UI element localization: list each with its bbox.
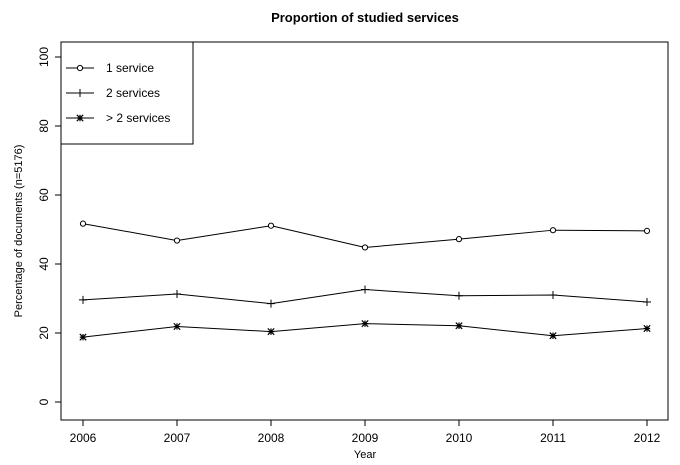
axes: 2006 2007 2008 2009 2010 2011 2012 0 20 40 60 80 100 [37,47,661,445]
x-tick-label-2012: 2012 [634,431,661,445]
data-point-3-2012 [643,324,651,333]
legend-label-3: > 2 services [106,111,170,125]
series-3 [79,320,651,341]
y-tick-label-100: 100 [37,47,51,67]
y-axis-label: Percentage of documents (n=5176) [13,145,25,318]
data-point-1-2009 [361,244,369,251]
legend-marker-3 [76,114,84,122]
legend-marker-2 [76,89,84,97]
data-point-3-2007 [173,322,181,331]
x-tick-label-2009: 2009 [352,431,379,445]
data-point-3-2006 [79,333,87,341]
data-point-1-2006 [79,220,87,227]
data-point-2-2007 [173,290,181,299]
series-1 [79,220,651,251]
x-tick-label-2011: 2011 [540,431,566,445]
x-tick-label-2010: 2010 [446,431,473,445]
data-point-1-2011 [549,227,557,234]
series-line-2 [82,289,648,305]
legend-item-2: 2 services [66,86,160,100]
data-point-3-2008 [267,327,275,336]
data-point-3-2009 [361,320,369,328]
x-tick-label-2006: 2006 [70,431,97,445]
data-point-2-2008 [267,299,275,308]
y-tick-label-0: 0 [37,398,51,405]
y-tick-label-20: 20 [37,326,51,340]
legend-label-2: 2 services [106,86,160,100]
y-tick-label-40: 40 [37,257,51,271]
x-tick-label-2008: 2008 [258,431,285,445]
y-tick-label-80: 80 [37,119,51,133]
x-axis-label: Year [354,449,377,461]
legend-item-1: 1 service [66,61,154,75]
data-point-3-2010 [455,322,463,330]
data-point-2-2009 [361,285,369,294]
data-point-1-2008 [267,222,275,229]
legend-marker-1 [76,64,84,72]
data-point-3-2011 [549,332,557,340]
legend-label-1: 1 service [106,61,154,75]
data-point-1-2010 [455,236,463,243]
chart-title: Proportion of studied services [271,10,459,25]
data-point-2-2006 [79,295,87,304]
x-tick-label-2007: 2007 [164,431,191,445]
series-2 [79,285,651,308]
data-point-2-2012 [643,297,651,306]
y-tick-label-60: 60 [37,188,51,202]
series-line-3 [82,323,648,338]
data-point-1-2012 [643,227,651,234]
data-point-2-2010 [455,291,463,300]
data-point-2-2011 [549,291,557,300]
series-line-1 [85,223,645,248]
series-layer [79,220,651,341]
legend: 1 service 2 services > 2 services [60,41,194,145]
legend-item-3: > 2 services [66,111,170,125]
data-point-1-2007 [173,237,181,244]
